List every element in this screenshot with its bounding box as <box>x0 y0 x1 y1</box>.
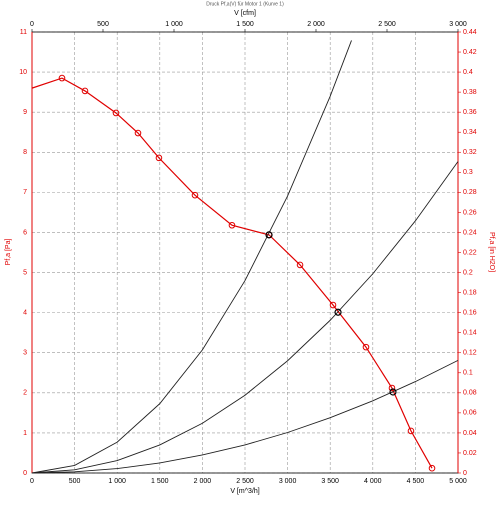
x2-tick-label: 1 000 <box>165 21 183 28</box>
y2-tick-label: 0.4 <box>463 69 473 76</box>
y2-tick-label: 0.12 <box>463 350 477 357</box>
x2-tick-label: 3 000 <box>449 21 467 28</box>
y-tick-label: 0 <box>23 470 27 477</box>
y2-tick-label: 0.3 <box>463 169 473 176</box>
y2-tick-label: 0.44 <box>463 29 477 36</box>
marker <box>81 87 89 95</box>
y2-tick-label: 0.32 <box>463 149 477 156</box>
y2-tick-label: 0.16 <box>463 309 477 316</box>
y2-tick-label: 0.24 <box>463 229 477 236</box>
y2-tick-label: 0.28 <box>463 189 477 196</box>
y-tick-label: 11 <box>20 29 27 36</box>
y-tick-label: 3 <box>23 350 27 357</box>
x-tick-label: 0 <box>30 478 34 485</box>
operating-point <box>389 388 397 396</box>
y2-tick-label: 0.14 <box>463 330 477 337</box>
y2-tick-label: 0.04 <box>463 430 477 437</box>
y-tick-label: 4 <box>23 309 27 316</box>
x-tick-label: 3 000 <box>279 478 297 485</box>
x-tick-label: 5 000 <box>449 478 467 485</box>
y2-tick-label: 0.06 <box>463 410 477 417</box>
y2-tick-label: 0.26 <box>463 209 477 216</box>
y-tick-label: 6 <box>23 229 27 236</box>
marker <box>191 191 199 199</box>
y-tick-label: 10 <box>19 69 27 76</box>
marker <box>329 301 337 309</box>
y2-tick-label: 0 <box>463 470 467 477</box>
x-axis-label: V [m^3/h] <box>230 488 259 495</box>
y2-axis-label: Pf,a [in H2O] <box>488 232 495 272</box>
x2-tick-label: 2 500 <box>378 21 396 28</box>
y2-tick-label: 0.42 <box>463 49 477 56</box>
y-tick-label: 7 <box>23 189 27 196</box>
y-tick-label: 9 <box>23 109 27 116</box>
y2-tick-label: 0.36 <box>463 109 477 116</box>
chart-title: Druck Pf,a(V) für Motor 1 (Kurve 1) <box>206 1 284 7</box>
y2-tick-label: 0.22 <box>463 249 477 256</box>
x2-tick-label: 1 500 <box>236 21 254 28</box>
x2-tick-label: 2 000 <box>307 21 325 28</box>
x2-tick-label: 500 <box>97 21 109 28</box>
y-axis-label: Pf,a [Pa] <box>5 239 12 266</box>
series-line <box>31 359 459 474</box>
marker <box>155 154 163 162</box>
x-tick-label: 4 500 <box>407 478 425 485</box>
x-tick-label: 1 500 <box>151 478 169 485</box>
y2-tick-label: 0.02 <box>463 450 477 457</box>
y2-tick-label: 0.2 <box>463 269 473 276</box>
y-tick-label: 5 <box>23 269 27 276</box>
y-tick-label: 1 <box>23 430 27 437</box>
y-tick-label: 2 <box>23 390 27 397</box>
marker <box>58 74 66 82</box>
operating-point <box>334 308 342 316</box>
marker <box>134 129 142 137</box>
x2-axis-label: V [cfm] <box>234 10 256 17</box>
marker <box>112 109 120 117</box>
y2-tick-label: 0.34 <box>463 129 477 136</box>
x2-tick-label: 0 <box>30 21 34 28</box>
series-line <box>31 161 459 474</box>
x-tick-label: 1 000 <box>108 478 126 485</box>
y2-tick-label: 0.08 <box>463 390 477 397</box>
x-tick-label: 2 500 <box>236 478 254 485</box>
y2-tick-label: 0.38 <box>463 89 477 96</box>
series-line <box>31 40 352 474</box>
x-tick-label: 4 000 <box>364 478 382 485</box>
marker <box>296 261 304 269</box>
x-tick-label: 2 000 <box>194 478 212 485</box>
y2-tick-label: 0.18 <box>463 289 477 296</box>
marker <box>388 384 396 392</box>
x-tick-label: 500 <box>69 478 81 485</box>
y-tick-label: 8 <box>23 149 27 156</box>
y2-tick-label: 0.1 <box>463 370 473 377</box>
marker <box>407 427 415 435</box>
series-line <box>31 77 433 469</box>
marker <box>428 464 436 472</box>
marker <box>228 221 236 229</box>
operating-point <box>265 231 273 239</box>
marker <box>362 343 370 351</box>
x-tick-label: 3 500 <box>321 478 339 485</box>
